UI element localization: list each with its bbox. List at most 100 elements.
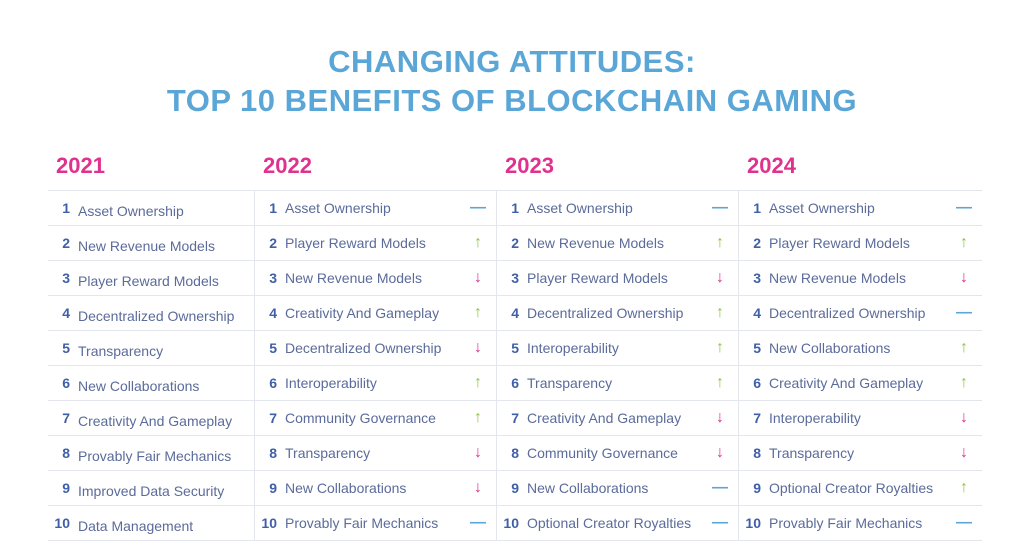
rank-number: 4 <box>62 305 70 321</box>
trend-same-icon: — <box>712 199 728 216</box>
trend-same-icon: — <box>956 304 972 321</box>
ranking-row: 5 Decentralized Ownership ↓ <box>255 331 496 366</box>
trend-up-icon: ↑ <box>716 374 724 391</box>
rank-number: 2 <box>753 235 761 251</box>
benefit-label: Community Governance <box>285 410 436 426</box>
trend-same-icon: — <box>712 514 728 531</box>
ranking-list: 1 Asset Ownership — 2 New Revenue Models ↑… <box>497 190 739 541</box>
ranking-row: 1 Asset Ownership <box>48 191 254 226</box>
benefit-label: Asset Ownership <box>285 200 391 216</box>
trend-up-icon: ↑ <box>474 234 482 251</box>
rank-number: 7 <box>753 410 761 426</box>
ranking-row: 8 Community Governance ↓ <box>497 436 738 471</box>
benefit-label: Provably Fair Mechanics <box>78 447 232 464</box>
trend-down-icon: ↓ <box>716 409 724 426</box>
ranking-list: 1 Asset Ownership — 2 Player Reward Model… <box>255 190 497 541</box>
ranking-row: 8 Provably Fair Mechanics <box>48 436 254 471</box>
benefit-label: Interoperability <box>527 340 619 356</box>
trend-down-icon: ↓ <box>716 269 724 286</box>
ranking-row: 4 Decentralized Ownership ↑ <box>497 296 738 331</box>
benefit-label: New Collaborations <box>769 340 891 356</box>
rank-number: 6 <box>753 375 761 391</box>
trend-same-icon: — <box>470 199 486 216</box>
benefit-label: Community Governance <box>527 445 678 461</box>
trend-up-icon: ↑ <box>960 374 968 391</box>
title-line-1: CHANGING ATTITUDES: <box>328 44 696 79</box>
benefit-label: Asset Ownership <box>769 200 875 216</box>
benefit-label: New Collaborations <box>285 480 407 496</box>
rank-number: 10 <box>503 515 519 531</box>
ranking-row: 2 New Revenue Models <box>48 226 254 261</box>
ranking-row: 1 Asset Ownership — <box>739 191 982 226</box>
rank-number: 8 <box>269 445 277 461</box>
trend-same-icon: — <box>712 479 728 496</box>
benefit-label: Player Reward Models <box>527 270 668 286</box>
year-column-2021: 2021 1 Asset Ownership 2 New Revenue Mod… <box>48 150 255 541</box>
ranking-row: 7 Creativity And Gameplay ↓ <box>497 401 738 436</box>
ranking-row: 3 New Revenue Models ↓ <box>255 261 496 296</box>
rank-number: 2 <box>62 235 70 251</box>
benefit-label: Creativity And Gameplay <box>285 305 440 321</box>
benefit-label: Decentralized Ownership <box>78 307 235 324</box>
benefit-label: Transparency <box>769 445 855 461</box>
trend-up-icon: ↑ <box>474 409 482 426</box>
trend-up-icon: ↑ <box>716 304 724 321</box>
benefit-label: Player Reward Models <box>285 235 426 251</box>
ranking-row: 6 Transparency ↑ <box>497 366 738 401</box>
trend-up-icon: ↑ <box>960 339 968 356</box>
ranking-row: 7 Interoperability ↓ <box>739 401 982 436</box>
ranking-row: 10 Data Management <box>48 506 254 541</box>
trend-up-icon: ↑ <box>960 479 968 496</box>
ranking-row: 9 New Collaborations ↓ <box>255 471 496 506</box>
rank-number: 4 <box>753 305 761 321</box>
rank-number: 3 <box>62 270 70 286</box>
trend-up-icon: ↑ <box>716 339 724 356</box>
trend-up-icon: ↑ <box>474 304 482 321</box>
rank-number: 1 <box>269 200 277 216</box>
benefit-label: Decentralized Ownership <box>285 340 442 356</box>
benefit-label: Player Reward Models <box>769 235 910 251</box>
rank-number: 9 <box>62 480 70 496</box>
ranking-row: 10 Provably Fair Mechanics — <box>255 506 496 541</box>
benefit-label: Data Management <box>78 517 194 534</box>
ranking-row: 4 Decentralized Ownership — <box>739 296 982 331</box>
ranking-row: 3 Player Reward Models ↓ <box>497 261 738 296</box>
benefit-label: Transparency <box>78 342 164 359</box>
benefit-label: Interoperability <box>285 375 377 391</box>
ranking-row: 5 Interoperability ↑ <box>497 331 738 366</box>
ranking-row: 8 Transparency ↓ <box>255 436 496 471</box>
benefit-label: Optional Creator Royalties <box>527 515 692 531</box>
ranking-row: 7 Creativity And Gameplay <box>48 401 254 436</box>
trend-down-icon: ↓ <box>716 444 724 461</box>
rank-number: 1 <box>753 200 761 216</box>
ranking-row: 1 Asset Ownership — <box>255 191 496 226</box>
benefit-label: New Revenue Models <box>527 235 664 251</box>
ranking-row: 3 Player Reward Models <box>48 261 254 296</box>
trend-down-icon: ↓ <box>474 339 482 356</box>
rank-number: 5 <box>62 340 70 356</box>
ranking-list: 1 Asset Ownership — 2 Player Reward Model… <box>739 190 982 541</box>
benefit-label: Optional Creator Royalties <box>769 480 934 496</box>
rank-number: 9 <box>753 480 761 496</box>
rank-number: 10 <box>745 515 761 531</box>
ranking-row: 2 New Revenue Models ↑ <box>497 226 738 261</box>
benefit-label: New Collaborations <box>78 377 200 394</box>
rank-number: 9 <box>511 480 519 496</box>
rank-number: 3 <box>269 270 277 286</box>
ranking-row: 4 Decentralized Ownership <box>48 296 254 331</box>
ranking-row: 1 Asset Ownership — <box>497 191 738 226</box>
ranking-row: 10 Provably Fair Mechanics — <box>739 506 982 541</box>
trend-same-icon: — <box>470 514 486 531</box>
ranking-row: 3 New Revenue Models ↓ <box>739 261 982 296</box>
ranking-row: 10 Optional Creator Royalties — <box>497 506 738 541</box>
benefit-label: Asset Ownership <box>78 202 184 219</box>
rank-number: 8 <box>62 445 70 461</box>
rank-number: 10 <box>54 515 70 531</box>
ranking-row: 2 Player Reward Models ↑ <box>255 226 496 261</box>
rank-number: 7 <box>511 410 519 426</box>
ranking-row: 2 Player Reward Models ↑ <box>739 226 982 261</box>
ranking-row: 7 Community Governance ↑ <box>255 401 496 436</box>
ranking-row: 6 New Collaborations <box>48 366 254 401</box>
rank-number: 3 <box>753 270 761 286</box>
benefit-label: New Revenue Models <box>769 270 906 286</box>
